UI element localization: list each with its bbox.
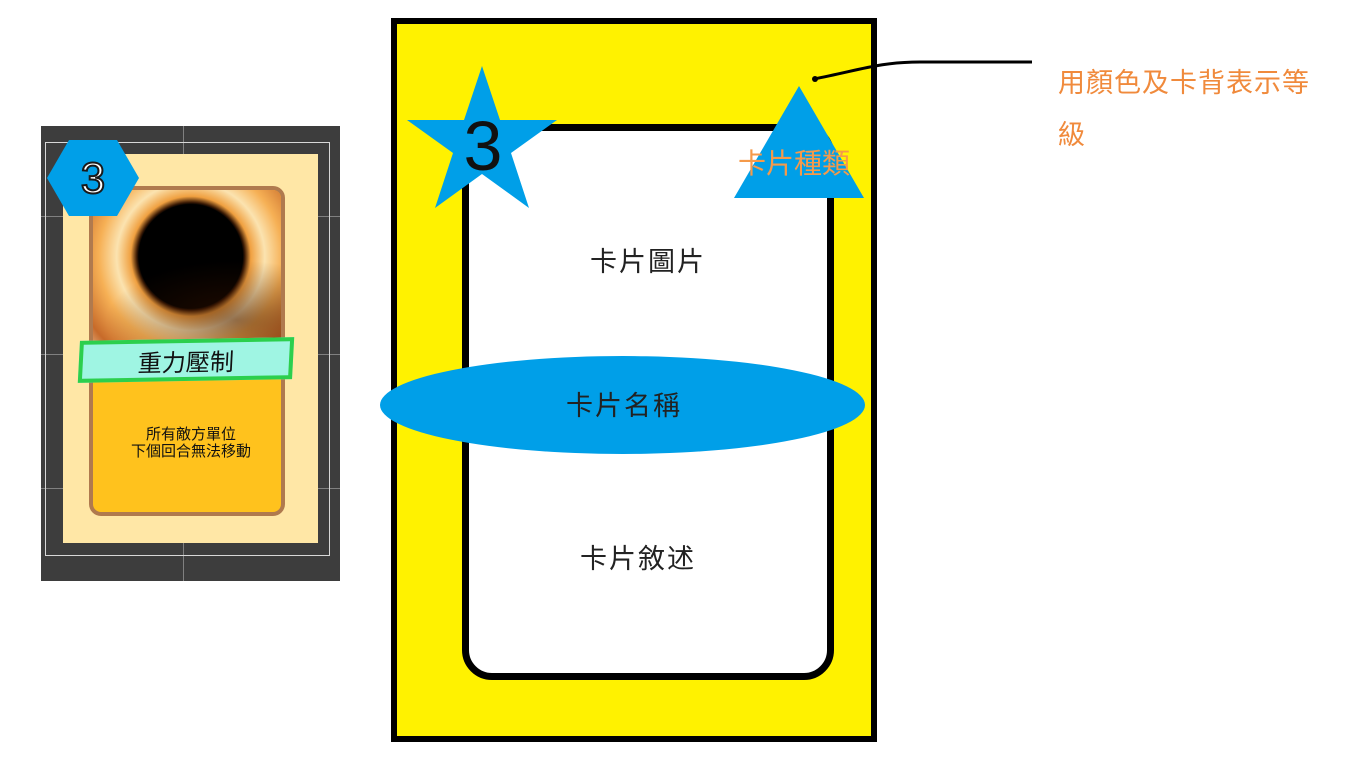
sample-card-preview: 3 重力壓制 所有敵方單位 下個回合無法移動 <box>41 126 340 581</box>
card-type-triangle <box>734 86 864 198</box>
selection-outline <box>45 142 330 556</box>
black-hole-image <box>93 190 281 350</box>
description-line: 下個回合無法移動 <box>130 442 251 460</box>
card-type-label: 卡片種類 <box>738 147 851 180</box>
sample-level-number: 3 <box>81 154 105 203</box>
card-image-label: 卡片圖片 <box>590 247 706 278</box>
card-name-ellipse <box>380 356 865 454</box>
description-line: 所有敵方單位 <box>145 425 236 443</box>
card-name-label: 卡片名稱 <box>566 391 682 422</box>
diagram-level-number: 3 <box>464 107 503 185</box>
level-hexagon-badge: 3 <box>47 140 139 216</box>
level-annotation-text: 用顏色及卡背表示等級 <box>1058 68 1310 151</box>
card-description-label: 卡片敘述 <box>580 544 696 575</box>
card-name-banner: 重力壓制 <box>77 337 295 383</box>
sample-card-name: 重力壓制 <box>137 347 235 378</box>
sample-card-description: 所有敵方單位 下個回合無法移動 <box>91 426 291 460</box>
level-star: 3 <box>407 66 557 208</box>
